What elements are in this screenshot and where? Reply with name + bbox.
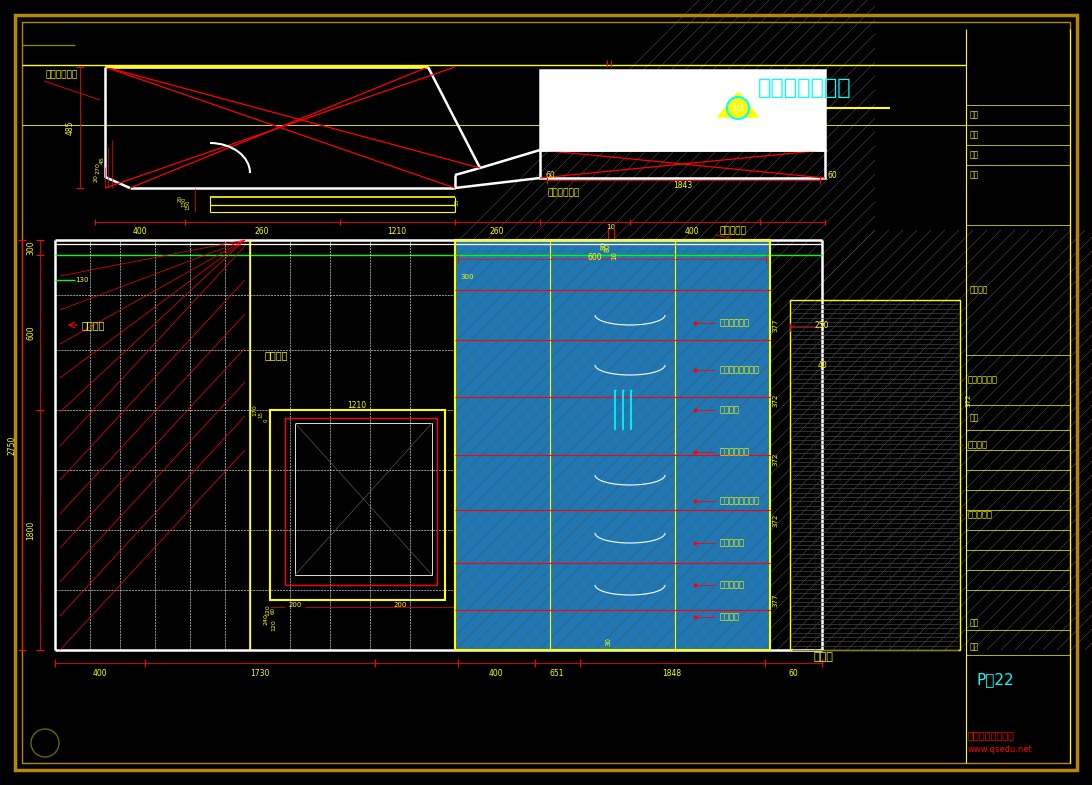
- Text: 130: 130: [75, 277, 88, 283]
- Text: 咊啊色仿古砖: 咊啊色仿古砖: [720, 319, 750, 327]
- Text: 45: 45: [100, 156, 105, 164]
- Text: 电视背景立面图: 电视背景立面图: [758, 78, 852, 98]
- Text: 审核: 审核: [970, 151, 980, 159]
- Text: 300: 300: [460, 274, 474, 280]
- Text: 剖　面: 剖 面: [814, 652, 833, 662]
- Text: 磨砂夹筒内置灯带: 磨砂夹筒内置灯带: [720, 496, 760, 506]
- Text: 600: 600: [26, 325, 35, 340]
- Text: 石膏板吸顶: 石膏板吸顶: [720, 227, 747, 236]
- Text: 1800: 1800: [26, 520, 35, 539]
- Text: 备注: 备注: [970, 170, 980, 180]
- Text: 1210: 1210: [388, 227, 406, 236]
- Text: 377: 377: [772, 318, 778, 332]
- Bar: [541, 70, 824, 150]
- Text: 80: 80: [601, 240, 607, 250]
- Text: 170: 170: [252, 404, 257, 416]
- Text: 60: 60: [827, 170, 836, 180]
- Text: 485: 485: [66, 121, 75, 135]
- Text: 斜面墙体: 斜面墙体: [82, 320, 106, 330]
- Text: 130: 130: [181, 197, 186, 207]
- Text: 咊啊色仿古砖: 咊啊色仿古砖: [45, 71, 78, 79]
- Text: 磨砂玻璃层板: 磨砂玻璃层板: [720, 447, 750, 457]
- Text: 60: 60: [271, 607, 276, 614]
- Text: 651: 651: [549, 669, 565, 677]
- Text: 15: 15: [258, 411, 263, 418]
- Text: 校对: 校对: [970, 130, 980, 140]
- Text: 不锈锂封边: 不锈锂封边: [968, 510, 993, 520]
- Text: 80: 80: [605, 243, 612, 253]
- Text: 1210: 1210: [347, 400, 367, 410]
- Text: 372: 372: [965, 393, 971, 407]
- Text: 侧面咊啊色皮纹砖: 侧面咊啊色皮纹砖: [720, 366, 760, 374]
- Text: 400: 400: [93, 669, 107, 677]
- Text: 300: 300: [26, 240, 35, 255]
- Text: 暗藏灯带: 暗藏灯带: [968, 440, 988, 450]
- Text: 400: 400: [489, 669, 503, 677]
- Text: 10: 10: [732, 103, 744, 113]
- Bar: [295, 423, 432, 575]
- Text: 0: 0: [264, 418, 269, 422]
- Bar: [270, 410, 446, 600]
- Text: 正面墙体: 正面墙体: [265, 350, 288, 360]
- Bar: [455, 240, 770, 650]
- Text: 项目名称: 项目名称: [970, 286, 988, 294]
- Text: 10: 10: [612, 250, 617, 260]
- Text: 20: 20: [93, 174, 98, 182]
- Text: 372: 372: [772, 452, 778, 466]
- Text: P－22: P－22: [976, 673, 1013, 688]
- Text: 600: 600: [587, 253, 603, 261]
- Text: 200: 200: [288, 602, 301, 608]
- Text: 400: 400: [133, 227, 147, 236]
- Text: 10: 10: [606, 224, 616, 230]
- Polygon shape: [719, 92, 758, 117]
- Text: 白色肌理漆: 白色肌理漆: [720, 580, 745, 590]
- Text: 120: 120: [271, 619, 276, 631]
- Bar: [285, 418, 437, 585]
- Text: 55: 55: [455, 198, 460, 206]
- Text: 1730: 1730: [250, 669, 270, 677]
- Text: 400: 400: [685, 227, 699, 236]
- Text: 齐生设计职业学校: 齐生设计职业学校: [968, 730, 1014, 740]
- Bar: [790, 300, 960, 650]
- Text: 磨砂玻璃层板: 磨砂玻璃层板: [968, 375, 998, 385]
- Text: 260: 260: [489, 227, 505, 236]
- Bar: [455, 240, 770, 650]
- Text: 咊啊色仿古砖: 咊啊色仿古砖: [548, 188, 580, 198]
- Text: 比例: 比例: [970, 619, 980, 627]
- Text: 1848: 1848: [663, 669, 681, 677]
- Text: 372: 372: [772, 393, 778, 407]
- Text: 1843: 1843: [674, 181, 692, 189]
- Text: 40: 40: [817, 360, 827, 370]
- Text: 270: 270: [96, 162, 100, 174]
- Text: 377: 377: [772, 593, 778, 607]
- Text: 250: 250: [815, 320, 829, 330]
- Text: 白色混漆: 白色混漆: [720, 612, 740, 622]
- Text: 图名: 图名: [970, 414, 980, 422]
- Text: 不锈锂边条: 不锈锂边条: [720, 539, 745, 547]
- Text: 2750: 2750: [8, 436, 17, 455]
- Text: www.qsedu.net: www.qsedu.net: [968, 744, 1033, 754]
- Text: 图号: 图号: [970, 642, 980, 652]
- Text: 60: 60: [788, 669, 798, 677]
- Text: 设计: 设计: [970, 111, 980, 119]
- Text: 20: 20: [178, 195, 183, 203]
- Text: 240: 240: [263, 613, 268, 625]
- Text: 橱柜饰面: 橱柜饰面: [720, 406, 740, 414]
- Text: 120: 120: [265, 604, 270, 616]
- Text: 372: 372: [772, 513, 778, 527]
- Text: 150: 150: [185, 199, 190, 210]
- Bar: [541, 150, 824, 178]
- Text: 30: 30: [605, 637, 612, 647]
- Text: 260: 260: [254, 227, 270, 236]
- Text: 200: 200: [393, 602, 406, 608]
- Text: 60: 60: [545, 170, 555, 180]
